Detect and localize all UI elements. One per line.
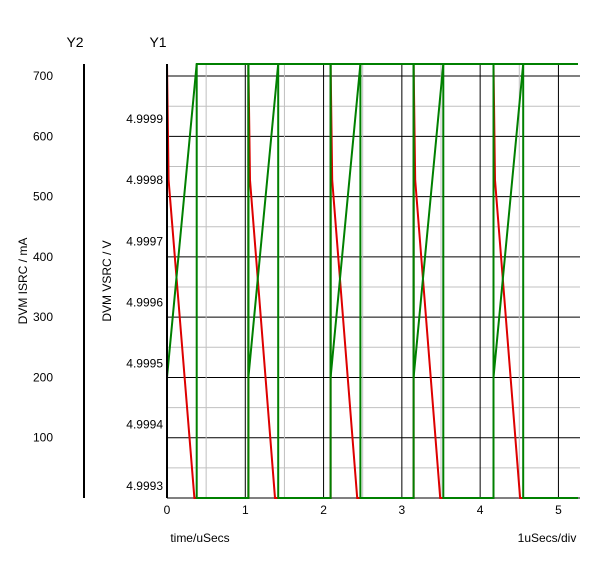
y2-tick-label: 600 (33, 129, 53, 143)
y1-tick-label: 4.9993 (126, 479, 163, 493)
series-line-dvm-isrc (195, 63, 578, 499)
y2-tick-label: 400 (33, 250, 53, 264)
y2-tick-label: 300 (33, 310, 53, 324)
y1-tick-label: 4.9996 (126, 295, 163, 309)
x-tick-label: 2 (320, 503, 327, 517)
x-tick-label: 0 (164, 503, 171, 517)
x-tick-label: 5 (555, 503, 562, 517)
y2-tick-label: 500 (33, 190, 53, 204)
x-scale-label: 1uSecs/div (518, 531, 577, 545)
y1-tick-label: 4.9995 (126, 357, 163, 371)
y1-title: Y1 (149, 34, 166, 50)
y2-tick-label: 100 (33, 431, 53, 445)
y2-title: Y2 (66, 34, 83, 50)
x-tick-label: 3 (399, 503, 406, 517)
x-axis-label: time/uSecs (170, 531, 229, 545)
x-tick-label: 4 (477, 503, 484, 517)
series-line-dvm-isrc (166, 63, 578, 378)
y1-tick-label: 4.9999 (126, 112, 163, 126)
tick-labels: 0 1 2 3 4 5 700 600 500 400 300 200 100 4.9999 4.9998 4… (33, 69, 562, 517)
series-layer (166, 63, 578, 499)
grid (167, 64, 580, 499)
y1-tick-label: 4.9997 (126, 234, 163, 248)
y1-axis-label: DVM VSRC / V (100, 240, 114, 321)
axes (83, 64, 168, 498)
y2-tick-label: 700 (33, 69, 53, 83)
y2-axis-label: DVM ISRC / mA (16, 238, 30, 325)
y1-tick-label: 4.9998 (126, 173, 163, 187)
y1-tick-label: 4.9994 (126, 418, 163, 432)
x-tick-label: 1 (242, 503, 249, 517)
y2-tick-label: 200 (33, 370, 53, 384)
